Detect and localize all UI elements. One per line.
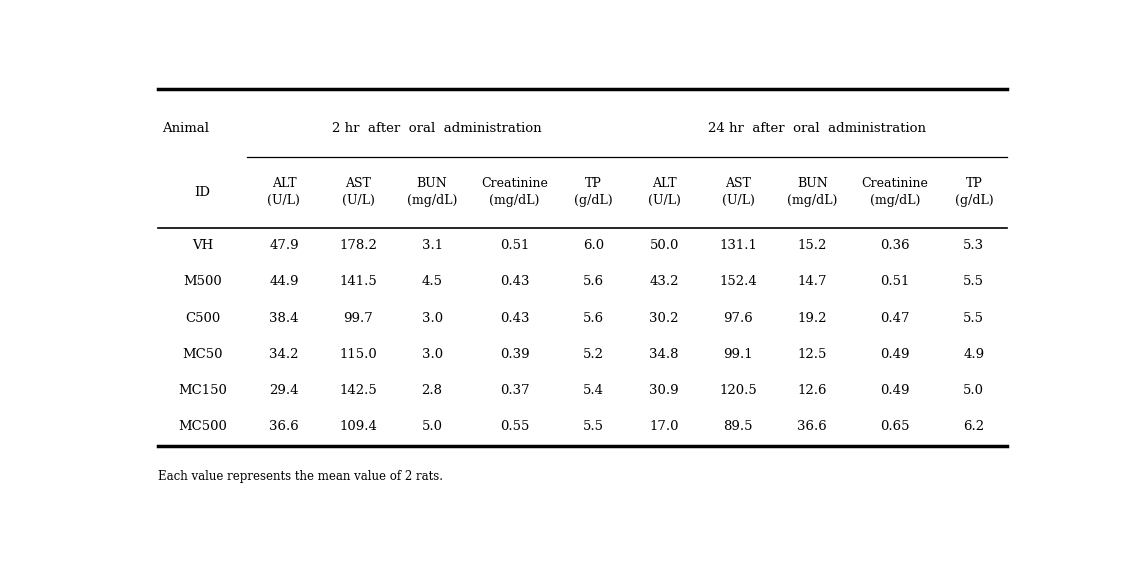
Text: 152.4: 152.4 [720,276,757,288]
Text: (U/L): (U/L) [722,194,755,207]
Text: 50.0: 50.0 [649,239,679,252]
Text: (mg/dL): (mg/dL) [407,194,457,207]
Text: 19.2: 19.2 [798,312,827,324]
Text: 0.49: 0.49 [880,384,910,397]
Text: 14.7: 14.7 [798,276,827,288]
Text: 29.4: 29.4 [269,384,299,397]
Text: (U/L): (U/L) [341,194,374,207]
Text: 115.0: 115.0 [339,348,376,361]
Text: 5.6: 5.6 [583,276,604,288]
Text: 36.6: 36.6 [269,420,299,433]
Text: BUN: BUN [416,178,448,190]
Text: 99.7: 99.7 [343,312,373,324]
Text: 43.2: 43.2 [649,276,679,288]
Text: 141.5: 141.5 [339,276,376,288]
Text: 0.51: 0.51 [500,239,529,252]
Text: 4.9: 4.9 [963,348,985,361]
Text: 5.3: 5.3 [963,239,985,252]
Text: TP: TP [586,178,601,190]
Text: 2.8: 2.8 [422,384,442,397]
Text: VH: VH [192,239,213,252]
Text: 5.5: 5.5 [583,420,604,433]
Text: 178.2: 178.2 [339,239,377,252]
Text: 3.1: 3.1 [422,239,442,252]
Text: 17.0: 17.0 [649,420,679,433]
Text: 5.5: 5.5 [963,312,985,324]
Text: 0.49: 0.49 [880,348,910,361]
Text: 99.1: 99.1 [723,348,753,361]
Text: Creatinine: Creatinine [481,178,548,190]
Text: ALT: ALT [272,178,297,190]
Text: 24 hr  after  oral  administration: 24 hr after oral administration [708,122,927,135]
Text: 89.5: 89.5 [723,420,753,433]
Text: 0.51: 0.51 [880,276,910,288]
Text: 47.9: 47.9 [269,239,299,252]
Text: 30.9: 30.9 [649,384,679,397]
Text: (mg/dL): (mg/dL) [870,194,920,207]
Text: 34.8: 34.8 [649,348,679,361]
Text: 30.2: 30.2 [649,312,679,324]
Text: 5.0: 5.0 [422,420,442,433]
Text: 120.5: 120.5 [720,384,757,397]
Text: TP: TP [965,178,982,190]
Text: 5.0: 5.0 [963,384,985,397]
Text: (mg/dL): (mg/dL) [787,194,838,207]
Text: (mg/dL): (mg/dL) [489,194,540,207]
Text: 97.6: 97.6 [723,312,753,324]
Text: 12.6: 12.6 [798,384,827,397]
Text: MC150: MC150 [179,384,227,397]
Text: 0.55: 0.55 [500,420,529,433]
Text: 6.0: 6.0 [583,239,604,252]
Text: Each value represents the mean value of 2 rats.: Each value represents the mean value of … [158,470,443,484]
Text: (g/dL): (g/dL) [955,194,993,207]
Text: 131.1: 131.1 [720,239,757,252]
Text: 4.5: 4.5 [422,276,442,288]
Text: MC50: MC50 [182,348,223,361]
Text: Creatinine: Creatinine [862,178,928,190]
Text: 3.0: 3.0 [422,348,442,361]
Text: 2 hr  after  oral  administration: 2 hr after oral administration [332,122,542,135]
Text: (U/L): (U/L) [648,194,681,207]
Text: AST: AST [725,178,752,190]
Text: 0.43: 0.43 [500,276,530,288]
Text: 15.2: 15.2 [798,239,827,252]
Text: 6.2: 6.2 [963,420,985,433]
Text: 0.36: 0.36 [880,239,910,252]
Text: AST: AST [345,178,371,190]
Text: 109.4: 109.4 [339,420,377,433]
Text: 3.0: 3.0 [422,312,442,324]
Text: 5.2: 5.2 [583,348,604,361]
Text: 0.39: 0.39 [500,348,530,361]
Text: 44.9: 44.9 [269,276,299,288]
Text: 36.6: 36.6 [797,420,828,433]
Text: 5.4: 5.4 [583,384,604,397]
Text: 12.5: 12.5 [798,348,827,361]
Text: (g/dL): (g/dL) [574,194,613,207]
Text: 0.47: 0.47 [880,312,910,324]
Text: 5.6: 5.6 [583,312,604,324]
Text: 38.4: 38.4 [269,312,299,324]
Text: MC500: MC500 [179,420,227,433]
Text: ALT: ALT [652,178,677,190]
Text: 34.2: 34.2 [269,348,299,361]
Text: 0.65: 0.65 [880,420,910,433]
Text: 142.5: 142.5 [339,384,376,397]
Text: Animal: Animal [163,122,209,135]
Text: BUN: BUN [797,178,828,190]
Text: 0.37: 0.37 [500,384,530,397]
Text: ID: ID [194,186,210,199]
Text: 0.43: 0.43 [500,312,530,324]
Text: (U/L): (U/L) [267,194,300,207]
Text: M500: M500 [183,276,222,288]
Text: 5.5: 5.5 [963,276,985,288]
Text: C500: C500 [185,312,221,324]
